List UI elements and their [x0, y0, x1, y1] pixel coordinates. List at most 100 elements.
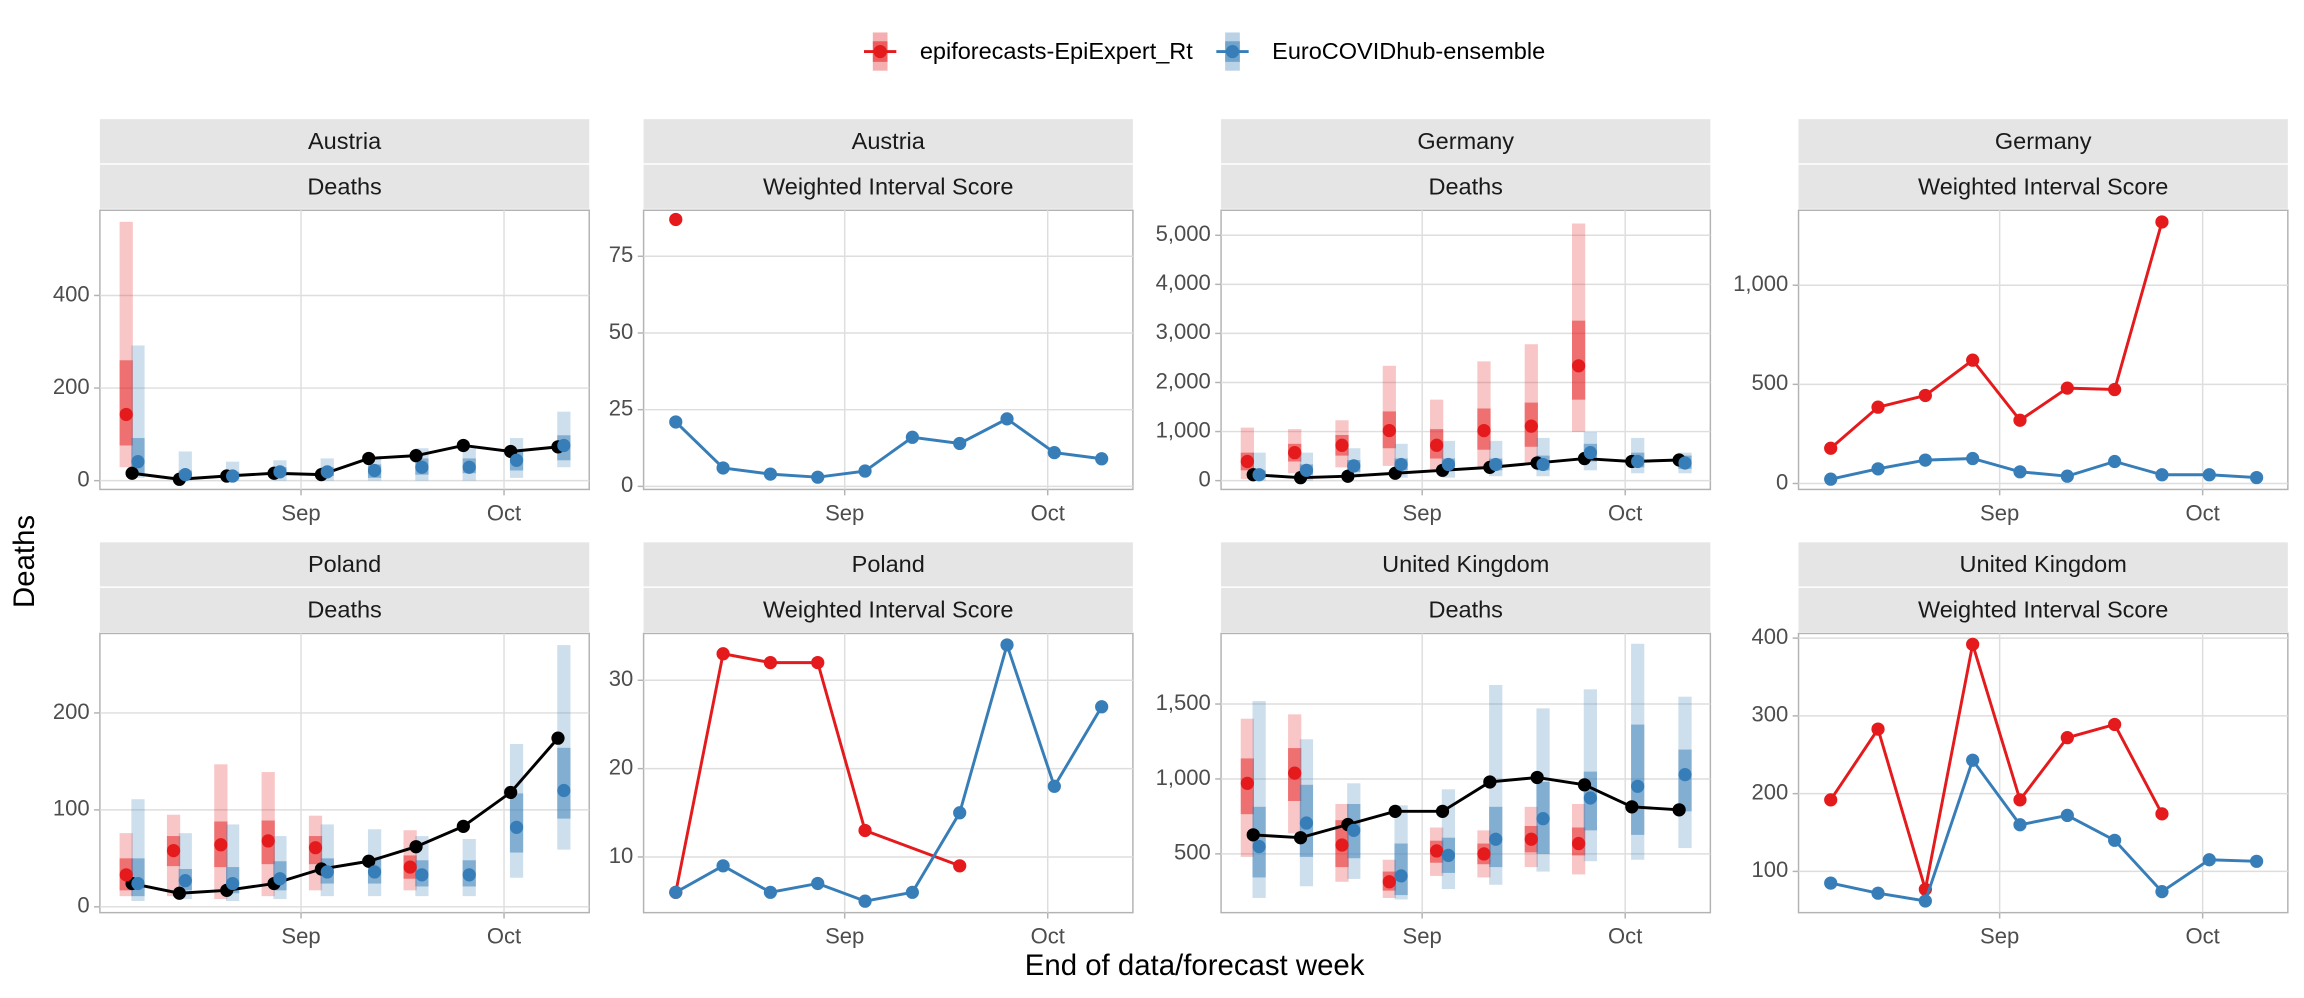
median-point	[1252, 839, 1266, 854]
score-line	[1830, 757, 2257, 903]
truth-line-point	[125, 466, 139, 480]
truth-line-point	[1577, 778, 1592, 792]
score-line-point	[2060, 731, 2074, 745]
median-point	[1477, 847, 1491, 861]
score-line-point	[2060, 469, 2074, 483]
score-line-point	[1871, 886, 1885, 900]
truth-line-point	[1530, 770, 1544, 785]
median-point	[557, 438, 571, 453]
median-point	[403, 860, 417, 874]
strip-subtitle: Deaths	[1428, 597, 1502, 623]
strip	[643, 164, 1133, 209]
truth-line	[131, 737, 560, 895]
score-line-point	[716, 647, 730, 661]
strip	[643, 587, 1133, 632]
truth-line-point	[456, 438, 470, 453]
score-line	[674, 652, 961, 893]
score-line-point	[1824, 472, 1838, 486]
panel	[1220, 632, 1712, 914]
score-line-point	[953, 806, 967, 820]
x-tick-label: Sep	[1403, 923, 1442, 948]
score-line-point	[811, 876, 825, 891]
median-point	[1240, 454, 1254, 469]
median-point	[1572, 836, 1586, 851]
x-tick-label: Oct	[1608, 923, 1642, 948]
median-point	[1288, 446, 1302, 460]
truth-line-point	[1388, 804, 1402, 818]
y-tick-label: 100	[1751, 857, 1788, 882]
score-line-point	[2013, 413, 2027, 427]
y-tick-label: 4,000	[1156, 270, 1211, 295]
y-tick-label: 0	[77, 466, 89, 491]
score-line-point	[763, 885, 778, 899]
median-point	[1678, 768, 1692, 782]
y-tick-label: 75	[609, 242, 634, 267]
median-point	[119, 868, 133, 882]
x-tick-label: Oct	[487, 500, 521, 525]
strip	[1221, 164, 1711, 209]
y-tick-label: 200	[53, 699, 90, 724]
median-point	[509, 453, 524, 467]
strip-subtitle: Weighted Interval Score	[1918, 597, 2168, 623]
y-tick-label: 5,000	[1156, 221, 1211, 246]
median-point	[1347, 823, 1361, 837]
strip-subtitle: Weighted Interval Score	[763, 597, 1013, 623]
median-point	[131, 876, 145, 891]
median-point	[1631, 779, 1645, 793]
score-line-point	[716, 859, 730, 873]
median-point	[166, 843, 181, 858]
y-tick-label: 1,000	[1156, 765, 1211, 790]
score-line-point	[2108, 454, 2122, 469]
x-tick-label: Oct	[1031, 923, 1065, 948]
score-line-point	[1918, 894, 1932, 908]
y-tick-label: 50	[609, 319, 634, 344]
median-point	[1441, 457, 1456, 472]
y-tick-label: 20	[609, 754, 634, 779]
score-line-point	[953, 859, 967, 873]
y-tick-label: 200	[53, 374, 90, 399]
strip-title: Poland	[852, 551, 925, 577]
panel	[1797, 209, 2289, 491]
median-point	[1572, 359, 1586, 373]
strip	[99, 542, 590, 587]
score-line-point	[2249, 854, 2264, 868]
truth-line-point	[1483, 775, 1497, 789]
truth-line-point	[362, 854, 376, 868]
median-point	[1430, 844, 1444, 858]
median-point	[415, 460, 429, 474]
median-point	[1489, 832, 1503, 846]
median-point	[1382, 875, 1396, 889]
median-point	[1299, 463, 1314, 477]
score-line-point	[953, 436, 967, 451]
y-tick-label: 100	[53, 796, 90, 821]
score-line-point	[1047, 446, 1061, 460]
score-line-point	[2013, 465, 2027, 479]
median-point	[131, 455, 145, 469]
strip	[643, 542, 1133, 587]
score-line-point	[1824, 876, 1838, 890]
score-line-point	[858, 894, 872, 908]
strip	[99, 119, 590, 164]
strip-subtitle: Deaths	[307, 597, 381, 623]
x-tick-label: Oct	[487, 923, 521, 948]
strip	[1798, 587, 2288, 632]
score-line-point	[2013, 793, 2027, 807]
score-line-point	[1824, 793, 1838, 807]
score-line-point	[2155, 885, 2169, 899]
score-line-point	[1095, 452, 1109, 466]
score-line-point	[2249, 470, 2264, 485]
strip-title: United Kingdom	[1960, 551, 2127, 577]
median-point	[273, 872, 287, 886]
legend-label: EuroCOVIDhub-ensemble	[1272, 38, 1545, 64]
y-tick-label: 0	[621, 472, 633, 497]
score-line-point	[669, 415, 683, 429]
median-point	[178, 874, 192, 888]
score-line-point	[669, 885, 683, 899]
y-tick-label: 300	[1751, 702, 1788, 727]
score-line-point	[1871, 462, 1885, 476]
y-tick-label: 1,000	[1733, 271, 1788, 296]
strip	[99, 587, 590, 632]
score-line-point	[1000, 638, 1014, 652]
x-axis-title: End of data/forecast week	[1025, 949, 1365, 982]
y-tick-label: 400	[1751, 624, 1788, 649]
